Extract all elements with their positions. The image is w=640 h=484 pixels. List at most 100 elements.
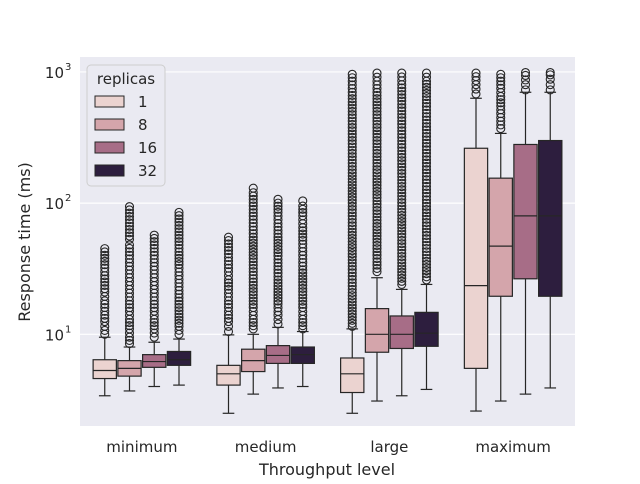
- outlier-point: [223, 317, 234, 327]
- box-iqr: [166, 350, 192, 366]
- outlier-point: [347, 129, 357, 139]
- outlier-point: [174, 263, 184, 273]
- legend: replicas 1 8 16 32: [86, 64, 166, 187]
- outlier-point: [248, 208, 258, 218]
- outlier-point: [248, 277, 258, 287]
- outlier-point: [124, 306, 135, 316]
- outlier-point: [397, 204, 407, 214]
- outlier-point: [372, 94, 382, 104]
- outlier-point: [273, 296, 283, 306]
- box-group: [117, 202, 142, 392]
- outlier-point: [421, 198, 432, 208]
- outlier-point: [347, 249, 357, 259]
- outlier-point: [397, 258, 407, 268]
- outlier-point: [397, 68, 407, 78]
- outlier-point: [124, 261, 135, 271]
- outlier-point: [421, 151, 432, 162]
- outlier-point: [223, 281, 234, 291]
- outlier-point: [248, 324, 258, 334]
- outlier-point: [372, 142, 382, 152]
- outlier-point: [347, 152, 357, 162]
- outlier-point: [397, 245, 407, 255]
- outlier-point: [347, 303, 357, 313]
- outlier-point: [347, 261, 357, 271]
- outlier-point: [149, 230, 159, 240]
- outlier-point: [397, 191, 407, 201]
- outlier-point: [174, 250, 184, 260]
- outlier-point: [421, 191, 432, 201]
- outlier-point: [248, 211, 258, 221]
- outlier-point: [421, 115, 432, 125]
- outlier-point: [248, 238, 258, 248]
- outlier-point: [347, 297, 357, 307]
- outlier-point: [421, 237, 432, 247]
- outlier-point: [397, 99, 407, 109]
- outlier-point: [372, 222, 382, 232]
- outlier-point: [372, 72, 382, 82]
- outlier-point: [124, 211, 135, 221]
- outlier-point: [372, 161, 382, 171]
- legend-entries: 1 8 16 32: [94, 93, 157, 180]
- outlier-point: [372, 174, 382, 184]
- outlier-point: [100, 317, 110, 327]
- outlier-point: [347, 177, 357, 187]
- outlier-point: [248, 244, 258, 254]
- outlier-point: [545, 74, 555, 84]
- outlier-point: [248, 267, 258, 277]
- box-group: [414, 68, 439, 391]
- outlier-point: [100, 274, 110, 284]
- x-tick-label: minimum: [106, 438, 177, 456]
- outlier-point: [174, 321, 184, 331]
- outlier-point: [124, 231, 135, 241]
- legend-entry-label: 16: [138, 139, 157, 157]
- outlier-point: [273, 299, 283, 309]
- outlier-point: [397, 178, 407, 188]
- outlier-point: [421, 234, 432, 244]
- legend-entry-label: 32: [138, 162, 157, 180]
- outlier-point: [248, 250, 258, 260]
- outlier-point: [347, 69, 357, 79]
- box-group: [166, 207, 192, 386]
- outlier-point: [223, 284, 234, 294]
- outlier-point: [372, 202, 382, 212]
- outlier-point: [347, 321, 357, 331]
- outlier-point: [347, 110, 357, 120]
- outlier-point: [421, 135, 432, 145]
- outlier-point: [273, 248, 283, 258]
- outlier-point: [421, 224, 432, 234]
- outlier-point: [372, 123, 382, 133]
- outlier-point: [248, 260, 258, 270]
- box-iqr: [92, 359, 117, 380]
- outlier-point: [248, 299, 258, 309]
- outlier-point: [496, 76, 506, 86]
- outlier-point: [273, 284, 283, 294]
- outlier-point: [421, 253, 432, 263]
- outlier-point: [347, 94, 357, 104]
- outlier-point: [124, 335, 135, 345]
- outlier-point: [273, 194, 283, 204]
- outlier-point: [372, 267, 382, 277]
- outlier-point: [273, 271, 283, 282]
- outlier-point: [421, 168, 432, 178]
- outlier-point: [347, 155, 357, 165]
- box-group: [142, 230, 167, 388]
- box-iqr: [488, 177, 513, 297]
- outlier-point: [100, 260, 110, 270]
- legend-swatch: [94, 141, 125, 154]
- outlier-point: [421, 266, 432, 276]
- outlier-point: [124, 299, 135, 309]
- outlier-point: [347, 180, 357, 190]
- legend-entry-label: 1: [138, 93, 148, 111]
- outlier-point: [421, 195, 432, 205]
- box-group: [241, 183, 266, 395]
- outlier-point: [372, 225, 382, 235]
- outlier-point: [397, 112, 407, 123]
- outlier-point: [397, 242, 407, 252]
- outlier-point: [496, 80, 506, 90]
- outlier-point: [248, 198, 258, 208]
- outlier-point: [421, 88, 432, 98]
- outlier-point: [520, 75, 531, 85]
- outlier-point: [347, 221, 357, 231]
- outlier-point: [471, 89, 481, 99]
